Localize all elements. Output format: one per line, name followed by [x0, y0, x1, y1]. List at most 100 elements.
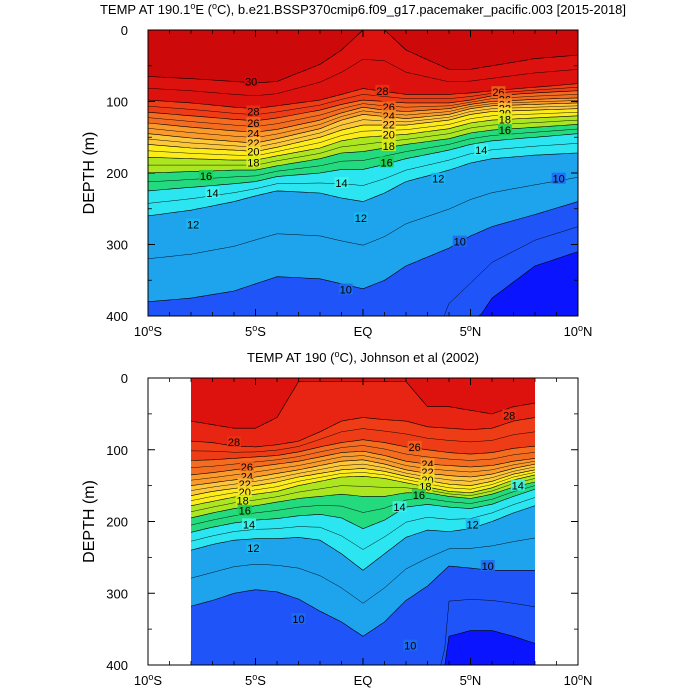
band-T8 [478, 251, 578, 316]
contour-label-bg [186, 218, 201, 230]
contour-label-bg [431, 172, 446, 184]
contour-label: 10 [482, 561, 494, 573]
contour-label-bg [411, 488, 426, 500]
contour-label-bg [235, 494, 250, 506]
band-T10 [148, 201, 578, 316]
contour-label-bg [242, 518, 257, 530]
contour-label-bg [237, 486, 252, 498]
isotherm-13 [148, 143, 578, 204]
y-tick-label: 0 [121, 23, 128, 38]
contour-label-bg [502, 409, 517, 421]
contour-label-bg [381, 128, 396, 140]
contour-label-bg [379, 156, 394, 168]
contour-label: 12 [355, 213, 367, 225]
contour-label-bg [403, 639, 418, 651]
contour-label-bg [237, 478, 252, 490]
x-tick-label: EQ [354, 673, 373, 688]
contour-label-bg [407, 440, 422, 452]
contour-label-bg [474, 144, 489, 156]
contour-label: 20 [247, 147, 259, 159]
isotherm-T10 [148, 201, 578, 302]
isotherm-9 [443, 226, 578, 316]
panel-1: TEMP AT 190.1oE (oC), b.e21.BSSP370cmip6… [81, 1, 626, 339]
contour-label: 16 [239, 506, 251, 518]
isotherm-9 [440, 599, 535, 665]
y-tick-label: 400 [106, 658, 128, 673]
contour-label-bg [244, 75, 259, 87]
contour-label-bg [205, 187, 220, 199]
y-tick-label: 200 [106, 515, 128, 530]
contour-label-bg [291, 613, 306, 625]
isotherm-11 [191, 537, 535, 604]
isotherm-29 [148, 59, 578, 97]
contour-label: 14 [393, 502, 405, 514]
band-T8 [444, 630, 535, 665]
contour-label: 16 [381, 157, 393, 169]
y-tick-label: 100 [106, 95, 128, 110]
contour-label: 16 [499, 125, 511, 137]
x-tick-label: 5oN [460, 323, 482, 339]
contour-label: 10 [404, 641, 416, 653]
y-tick-label: 300 [106, 586, 128, 601]
contour-label-bg [551, 172, 566, 184]
contour-label-bg [353, 212, 368, 224]
contour-label: 14 [243, 519, 255, 531]
isotherm-13 [191, 497, 535, 550]
contour-label: 28 [247, 107, 259, 119]
contour-label-bg [334, 177, 349, 189]
chart-title: TEMP AT 190.1oE (oC), b.e21.BSSP370cmip6… [100, 1, 626, 17]
contour-label-bg [246, 105, 261, 117]
y-tick-label: 400 [106, 309, 128, 324]
contour-label-bg [465, 518, 480, 530]
contour-label: 18 [383, 141, 395, 153]
contour-labels: 2828262624242222202018181616141414121210… [227, 409, 525, 653]
contour-label: 10 [340, 285, 352, 297]
x-tick-label: 5oN [460, 672, 482, 688]
contour-label-bg [246, 136, 261, 148]
contour-label: 28 [228, 437, 240, 449]
contour-label-bg [480, 559, 495, 571]
contour-label: 28 [376, 86, 388, 98]
contour-label: 22 [383, 119, 395, 131]
contour-label-bg [452, 235, 467, 247]
contour-label-bg [246, 156, 261, 168]
contour-label: 16 [413, 490, 425, 502]
y-tick-label: 300 [106, 238, 128, 253]
contour-label: 10 [553, 174, 565, 186]
contour-label-bg [227, 435, 241, 447]
contour-label-bg [246, 542, 261, 554]
contour-label-bg [381, 118, 396, 130]
isotherm-T14 [148, 133, 578, 192]
contour-label-bg [199, 169, 214, 181]
contour-label-bg [381, 139, 396, 151]
contour-label-bg [246, 127, 261, 139]
contour-label-bg [420, 458, 435, 470]
x-tick-label: 10oS [134, 672, 162, 688]
isotherm-T26 [191, 439, 535, 461]
isotherm-27 [148, 86, 578, 115]
contour-label: 18 [236, 496, 248, 508]
contour-label-bg [420, 465, 435, 477]
contour-label-bg [497, 107, 512, 119]
contour-label-bg [246, 116, 261, 128]
contour-label-bg [237, 504, 252, 516]
contour-label: 12 [247, 543, 259, 555]
contour-label-bg [338, 283, 353, 295]
contour-label-bg [420, 473, 435, 485]
x-tick-label: 5oS [245, 323, 266, 339]
contour-label-bg [497, 124, 512, 136]
y-tick-label: 100 [106, 443, 128, 458]
contour-label-bg [491, 86, 506, 98]
contour-label: 12 [467, 519, 479, 531]
y-tick-label: 0 [121, 371, 128, 386]
isotherm-T30 [148, 30, 578, 84]
contour-labels: 3028262624222018162826242220182624222018… [186, 75, 566, 297]
contour-label-bg [239, 460, 254, 472]
x-tick-label: 10oN [564, 672, 593, 688]
isotherm-T28 [148, 83, 578, 110]
contour-label-bg [375, 84, 390, 96]
x-tick-label: EQ [354, 324, 373, 339]
contour-label: 12 [187, 219, 199, 231]
contour-label: 14 [335, 178, 347, 190]
